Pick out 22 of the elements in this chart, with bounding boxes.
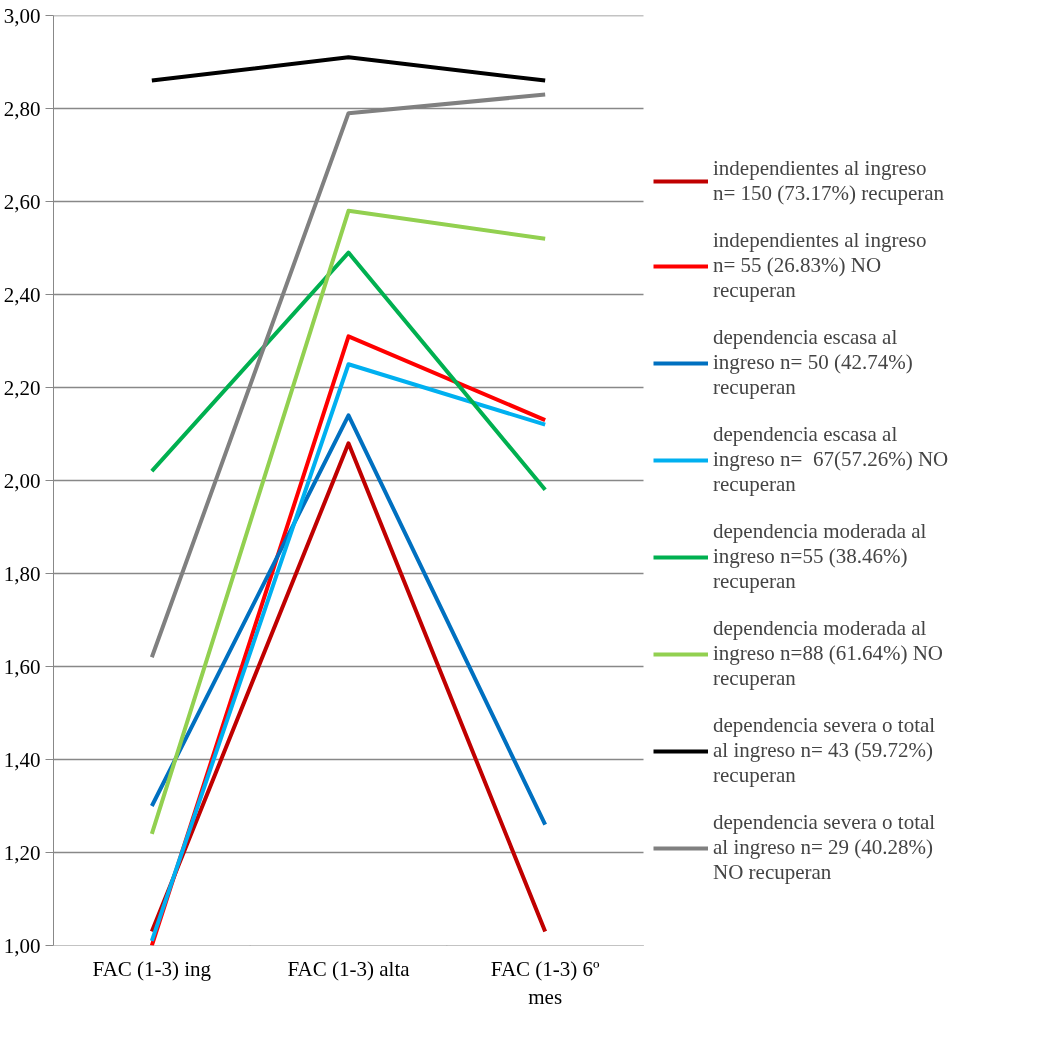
y-tick-label: 2,00 (3, 468, 41, 493)
y-tick-label: 3,00 (3, 3, 41, 28)
y-tick-label: 1,60 (3, 654, 41, 679)
y-tick-label: 2,40 (3, 282, 41, 307)
y-tick-label: 2,60 (3, 189, 41, 214)
y-tick-label: 1,00 (3, 933, 41, 958)
y-tick-label: 2,20 (3, 375, 41, 400)
legend-label: dependencia moderada al ingreso n=55 (38.46%) recuperan (713, 519, 927, 594)
x-tick-label: FAC (1-3) 6º mes (490, 956, 601, 1010)
y-tick-label: 2,80 (3, 96, 41, 121)
legend-label: independientes al ingreso n= 55 (26.83%) NO recuperan (713, 228, 927, 303)
legend-label: dependencia escasa al ingreso n= 67(57.26%) NO recuperan (713, 422, 949, 497)
y-tick-label: 1,20 (3, 840, 41, 865)
x-tick-label: FAC (1-3) alta (287, 956, 411, 981)
legend-label: independientes al ingreso n= 150 (73.17%) recuperan (713, 156, 945, 206)
y-tick-label: 1,40 (3, 747, 41, 772)
legend-label: dependencia severa o total al ingreso n= 43 (59.72%) recuperan (713, 713, 936, 788)
x-tick-label: FAC (1-3) ing (92, 956, 212, 981)
legend-label: dependencia escasa al ingreso n= 50 (42.74%) recuperan (713, 325, 913, 400)
y-tick-label: 1,80 (3, 561, 41, 586)
legend-label: dependencia severa o total al ingreso n= 29 (40.28%) NO recuperan (713, 810, 936, 885)
legend-label: dependencia moderada al ingreso n=88 (61.64%) NO recuperan (713, 616, 943, 691)
